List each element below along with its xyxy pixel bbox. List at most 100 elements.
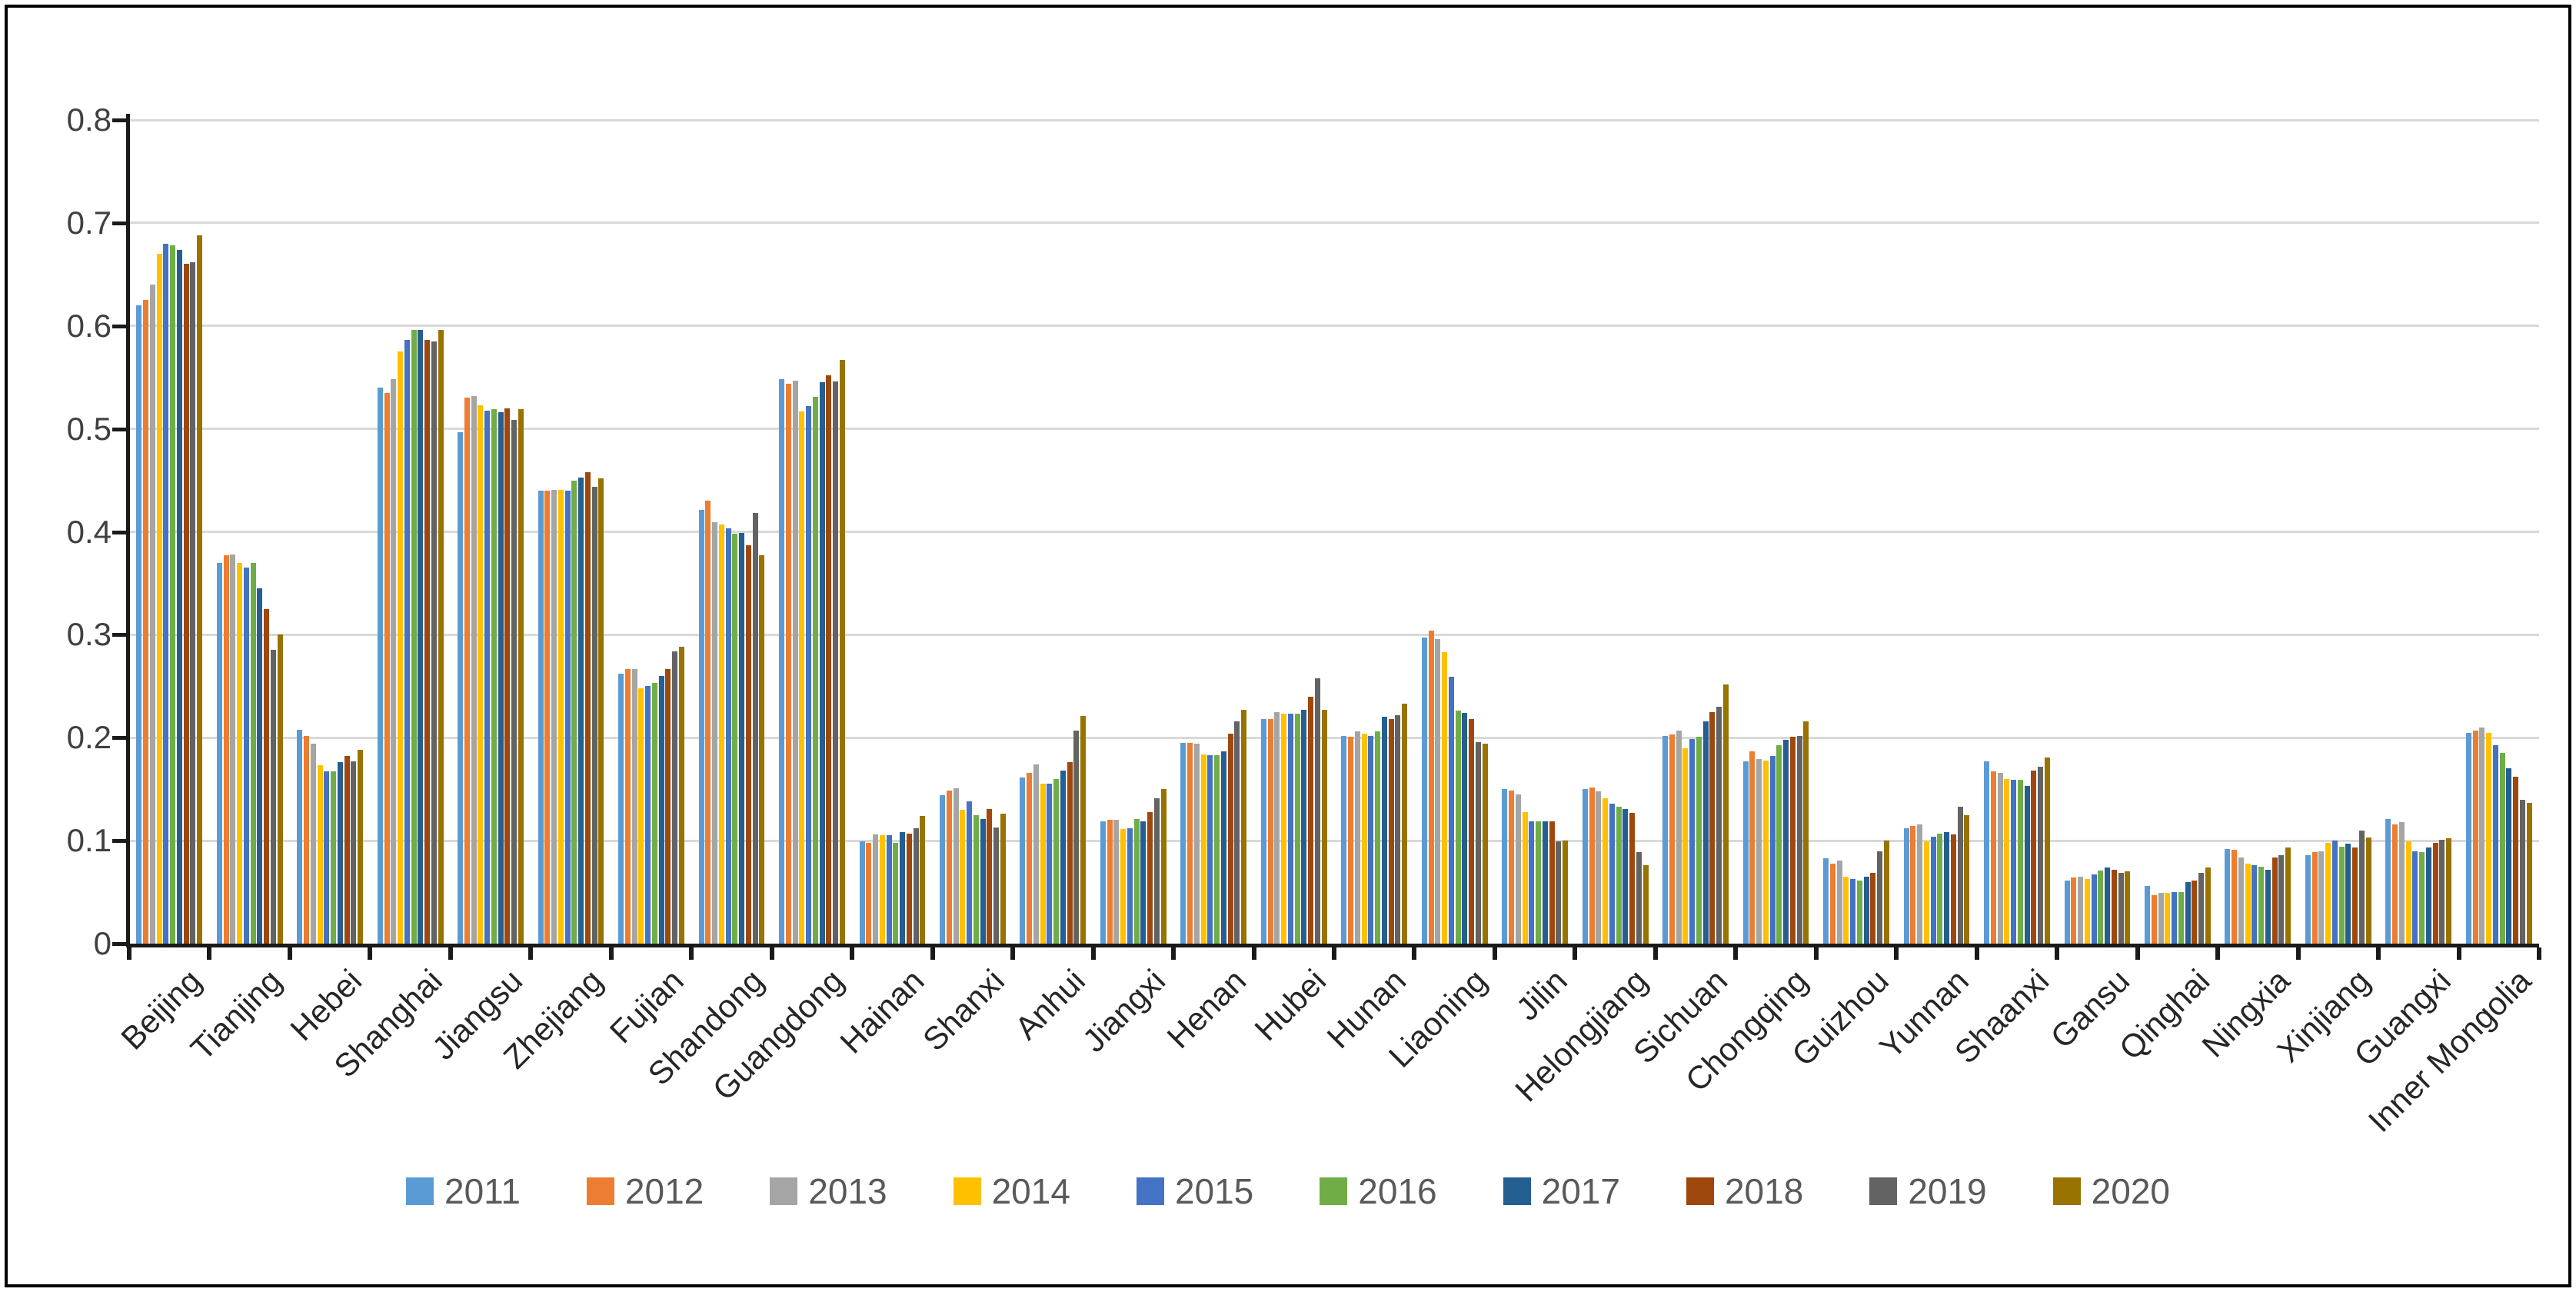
bar-ningxia-2015 [2252,865,2258,944]
y-axis-tick-label: 0 [93,925,111,961]
bar-anhui-2020 [1080,716,1087,944]
legend-swatch-icon [1869,1177,1898,1205]
bar-jiangxi-2014 [1120,829,1127,944]
bar-guizhou-2012 [1829,863,1835,944]
bar-chongqing-2016 [1776,744,1782,944]
bar-beijing-2014 [156,254,162,944]
bar-xinjiang-2014 [2325,842,2331,944]
bar-shandong-2015 [725,528,731,944]
legend-label: 2012 [624,1171,704,1211]
bar-ningxia-2016 [2258,866,2265,944]
legend-item-2016: 2016 [1320,1171,1437,1211]
bar-zhejiang-2012 [544,490,551,944]
bar-jiangsu-2014 [478,405,484,944]
bar-jiangxi-2016 [1133,819,1140,944]
x-axis-tick [2537,947,2541,960]
bar-shanghai-2015 [404,340,410,944]
legend-item-2018: 2018 [1686,1172,1803,1210]
bar-yunnan-2015 [1930,836,1936,944]
y-axis-tick-label: 0.8 [66,102,111,138]
bar-hainan-2014 [879,835,885,944]
legend-swatch-icon [405,1177,434,1205]
bar-hebei-2011 [297,729,303,944]
bar-inner-mongolia-2014 [2486,732,2492,944]
bar-tianjing-2017 [257,588,263,944]
bar-fujian-2020 [678,647,684,944]
y-axis-tick-label: 0.2 [66,719,111,756]
bar-gansu-2020 [2125,871,2131,944]
bar-hubei-2012 [1267,719,1273,944]
bar-xinjiang-2011 [2305,854,2311,944]
x-axis-tick [689,947,694,960]
bar-jiangxi-2011 [1100,821,1106,944]
bar-fujian-2016 [651,683,657,944]
x-axis-tick [1171,947,1177,960]
x-axis-tick [2055,947,2060,960]
bar-chongqing-2014 [1762,760,1769,944]
bar-hainan-2015 [886,835,892,944]
bar-guangxi-2013 [2398,822,2405,944]
bar-shandong-2011 [698,510,704,944]
bar-gansu-2012 [2071,877,2077,944]
y-axis-tick [112,118,127,122]
bar-shaanxi-2012 [1990,771,1996,944]
x-axis-tick [1573,947,1578,960]
bar-hebei-2013 [310,744,316,944]
gridline [129,531,2539,533]
bar-zhejiang-2014 [557,489,564,944]
bar-hubei-2019 [1314,678,1320,944]
legend-label: 2019 [1908,1171,1987,1211]
bar-hunan-2020 [1402,704,1408,944]
bar-ningxia-2019 [2278,854,2285,944]
bar-henan-2012 [1187,742,1193,944]
bar-yunnan-2014 [1923,841,1929,944]
bar-liaoning-2018 [1469,719,1475,944]
bar-tianjing-2019 [270,650,276,944]
legend-label: 2013 [808,1171,887,1211]
bar-hubei-2011 [1260,719,1266,944]
bar-beijing-2017 [176,249,182,944]
bar-qinghai-2019 [2198,872,2205,944]
bar-chongqing-2018 [1789,736,1796,944]
bar-anhui-2018 [1067,762,1073,944]
x-axis-tick [2135,947,2140,960]
bar-hubei-2017 [1301,710,1307,944]
bar-xinjiang-2019 [2358,830,2365,944]
bar-gansu-2019 [2118,872,2124,944]
bar-inner-mongolia-2020 [2526,802,2532,944]
bar-chongqing-2015 [1769,756,1776,944]
bar-shanghai-2013 [391,379,397,944]
bar-zhejiang-2011 [537,490,544,944]
bar-sichuan-2015 [1689,738,1696,944]
bar-gansu-2014 [2084,878,2090,944]
bar-guangxi-2018 [2432,842,2438,944]
bar-hubei-2013 [1274,711,1280,944]
bar-fujian-2015 [645,686,651,944]
bar-ningxia-2017 [2265,869,2271,944]
bar-shanghai-2012 [384,392,390,944]
figure-border [5,5,2571,1287]
bar-fujian-2012 [624,668,631,944]
bar-qinghai-2016 [2178,892,2184,944]
bar-chongqing-2013 [1756,759,1762,944]
bar-hebei-2016 [331,771,337,944]
bar-hainan-2018 [906,833,912,944]
bar-guizhou-2017 [1863,876,1869,944]
bar-gansu-2016 [2098,870,2104,944]
bar-hunan-2015 [1368,735,1374,944]
bar-hunan-2018 [1388,719,1394,944]
x-axis-tick [2215,947,2221,960]
bar-sichuan-2011 [1662,735,1669,944]
y-axis-tick [112,221,127,225]
bar-tianjing-2011 [216,562,222,944]
legend-item-2013: 2013 [770,1172,887,1210]
bar-shanxi-2011 [940,795,946,944]
bar-ningxia-2011 [2225,848,2231,944]
bar-hubei-2014 [1281,714,1287,944]
bar-zhejiang-2017 [578,477,584,944]
bar-inner-mongolia-2013 [2479,727,2485,944]
bar-hainan-2016 [893,842,899,944]
bar-henan-2018 [1227,733,1233,944]
legend-label: 2016 [1358,1171,1437,1211]
legend-label: 2014 [991,1171,1070,1211]
